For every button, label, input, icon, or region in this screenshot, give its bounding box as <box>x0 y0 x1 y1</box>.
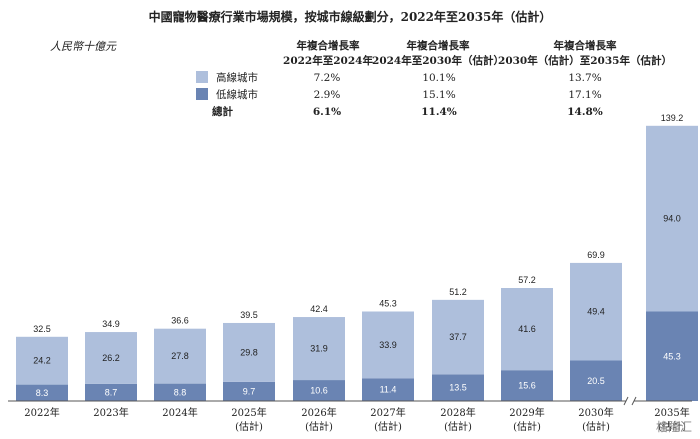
bar-low-tier-value-2: 8.8 <box>174 387 187 397</box>
bar-total-value-3: 39.5 <box>240 310 258 320</box>
bar-high-tier-value-1: 26.2 <box>102 353 120 363</box>
x-tick-sublabel-4: (估計) <box>305 420 333 433</box>
bar-total-value-1: 34.9 <box>102 319 120 329</box>
cagr-header-2-line1: 年複合增長率 <box>406 40 470 52</box>
bar-high-tier-value-2: 27.8 <box>171 351 189 361</box>
x-tick-sublabel-8: (估計) <box>582 420 610 433</box>
bar-high-tier-6 <box>432 299 484 375</box>
legend-low-tier-label: 低線城市 <box>216 89 258 101</box>
x-tick-label-0: 2022年 <box>24 406 59 419</box>
bar-high-tier-value-0: 24.2 <box>33 356 51 366</box>
bar-low-tier-1 <box>85 383 137 401</box>
bar-low-tier-value-8: 20.5 <box>587 376 605 386</box>
bar-high-tier-9 <box>646 125 698 312</box>
axis-break-gap <box>626 398 634 404</box>
bar-high-tier-1 <box>85 332 137 384</box>
bar-high-tier-0 <box>16 336 68 385</box>
bar-low-tier-value-7: 15.6 <box>518 381 536 391</box>
bar-low-tier-value-5: 11.4 <box>380 385 397 395</box>
bar-high-tier-5 <box>362 311 414 379</box>
bar-low-tier-2 <box>154 383 206 401</box>
bar-total-value-0: 32.5 <box>33 324 51 334</box>
bar-high-tier-value-6: 37.7 <box>449 332 467 342</box>
cagr-total-3: 14.8% <box>567 106 603 118</box>
axis-break-mark-1 <box>623 396 629 406</box>
cagr-header-2: 年複合增長率 2024年至2030年（估計） <box>368 39 508 69</box>
bar-low-tier-value-9: 45.3 <box>663 351 681 361</box>
cagr-high-1: 7.2% <box>313 72 341 84</box>
bar-total-value-9: 139.2 <box>661 113 684 123</box>
legend-high-tier-swatch <box>196 71 208 83</box>
bar-low-tier-9 <box>646 311 698 401</box>
cagr-high-2: 10.1% <box>422 72 456 84</box>
bar-high-tier-value-3: 29.8 <box>240 347 258 357</box>
bar-low-tier-3 <box>223 381 275 401</box>
bar-low-tier-4 <box>293 380 345 401</box>
cagr-low-2: 15.1% <box>422 89 456 101</box>
bar-low-tier-7 <box>501 370 553 401</box>
cagr-high-3: 13.7% <box>568 72 602 84</box>
bar-low-tier-value-4: 10.6 <box>310 386 328 396</box>
x-tick-sublabel-3: (估計) <box>235 420 263 433</box>
bar-total-value-4: 42.4 <box>310 304 328 314</box>
legend-high-tier: 高線城市 <box>196 70 258 86</box>
cagr-header-3: 年複合增長率 2030年（估計）至2035年（估計） <box>490 39 680 69</box>
cagr-low-1: 2.9% <box>313 89 341 101</box>
x-tick-label-2: 2024年 <box>162 406 197 419</box>
x-tick-label-3: 2025年 <box>231 406 266 419</box>
bar-high-tier-8 <box>570 262 622 361</box>
bar-high-tier-value-7: 41.6 <box>518 324 536 334</box>
cagr-header-1: 年複合增長率 2022年至2024年 <box>268 39 388 69</box>
bar-high-tier-value-9: 94.0 <box>663 214 681 224</box>
x-tick-sublabel-7: (估計) <box>513 420 541 433</box>
x-tick-sublabel-6: (估計) <box>444 420 472 433</box>
cagr-header-1-line2: 2022年至2024年 <box>283 55 373 67</box>
unit-label: 人民幣十億元 <box>50 40 116 53</box>
bar-high-tier-value-5: 33.9 <box>379 340 397 350</box>
bar-low-tier-value-1: 8.7 <box>105 387 118 397</box>
x-tick-label-5: 2027年 <box>370 406 405 419</box>
bar-total-value-2: 36.6 <box>171 316 189 326</box>
bar-low-tier-5 <box>362 378 414 401</box>
watermark-logo: 格隆汇 <box>655 420 692 434</box>
axis-break-mark-2 <box>631 396 637 406</box>
cagr-header-2-line2: 2024年至2030年（估計） <box>372 55 504 67</box>
bar-high-tier-7 <box>501 287 553 371</box>
bar-low-tier-8 <box>570 360 622 401</box>
x-tick-label-7: 2029年 <box>509 406 544 419</box>
cagr-total-2: 11.4% <box>421 106 457 118</box>
bar-low-tier-value-0: 8.3 <box>36 388 49 398</box>
cagr-total-1: 6.1% <box>312 106 342 118</box>
bar-high-tier-3 <box>223 322 275 382</box>
cagr-header-3-line2: 2030年（估計）至2035年（估計） <box>498 55 672 67</box>
chart-title: 中國寵物醫療行業市場規模，按城市線級劃分，2022年至2035年（估計） <box>148 10 552 24</box>
x-tick-sublabel-5: (估計) <box>374 420 402 433</box>
x-tick-label-6: 2028年 <box>440 406 475 419</box>
legend-high-tier-label: 高線城市 <box>216 72 258 84</box>
cagr-header-3-line1: 年複合增長率 <box>553 40 617 52</box>
bar-total-value-8: 69.9 <box>587 250 605 260</box>
x-tick-label-4: 2026年 <box>301 406 336 419</box>
bar-total-value-5: 45.3 <box>379 299 397 309</box>
x-tick-sublabel-9: (估計) <box>658 420 686 433</box>
x-tick-label-1: 2023年 <box>93 406 128 419</box>
cagr-header-1-line1: 年複合增長率 <box>296 40 360 52</box>
bar-low-tier-value-6: 13.5 <box>449 383 467 393</box>
bar-high-tier-value-8: 49.4 <box>587 307 605 317</box>
bar-low-tier-0 <box>16 384 68 401</box>
legend-total-label: 總計 <box>212 106 233 118</box>
bar-high-tier-value-4: 31.9 <box>310 344 328 354</box>
bar-high-tier-4 <box>293 317 345 381</box>
x-tick-label-8: 2030年 <box>578 406 613 419</box>
bar-total-value-7: 57.2 <box>518 275 536 285</box>
legend-low-tier: 低線城市 <box>196 87 258 103</box>
legend-low-tier-swatch <box>196 88 208 100</box>
x-tick-label-9: 2035年 <box>654 406 689 419</box>
bar-total-value-6: 51.2 <box>449 287 467 297</box>
bar-high-tier-2 <box>154 328 206 384</box>
bar-low-tier-value-3: 9.7 <box>243 386 256 396</box>
bar-low-tier-6 <box>432 374 484 401</box>
cagr-low-3: 17.1% <box>568 89 602 101</box>
